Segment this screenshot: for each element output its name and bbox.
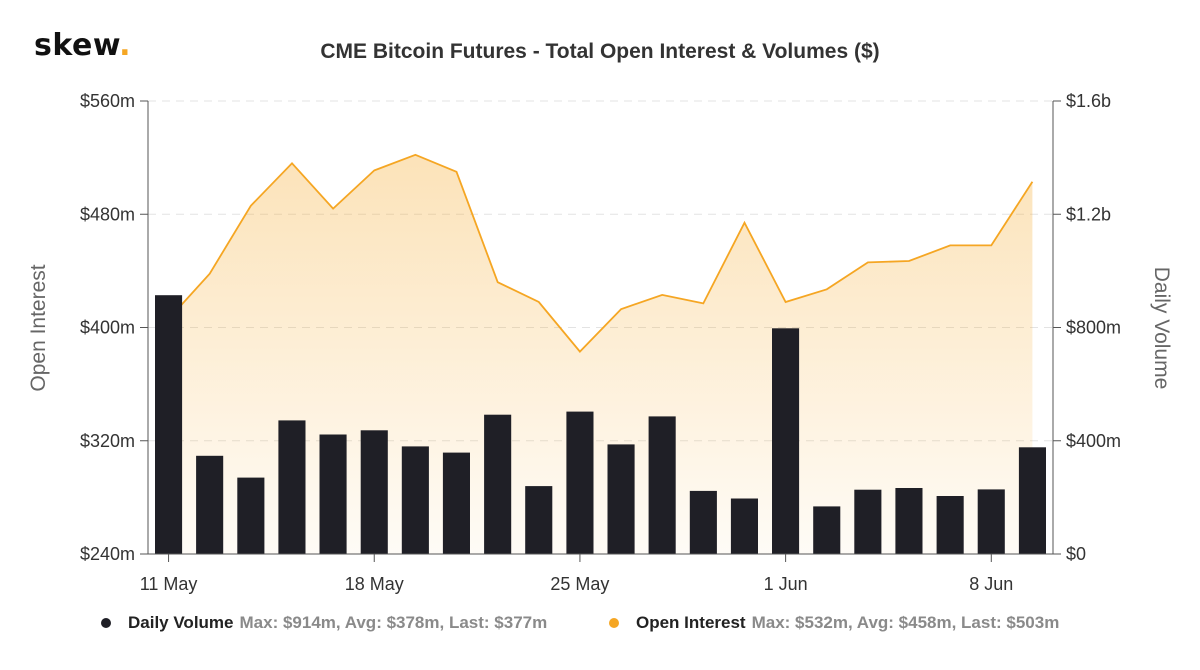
- left-axis-ticks: $240m $320m $400m $480m $560m: [80, 91, 148, 564]
- legend-marker-open-interest: [609, 618, 619, 628]
- logo-text: skew: [34, 28, 120, 63]
- volume-bar[interactable]: [648, 416, 676, 554]
- volume-bar[interactable]: [772, 328, 800, 554]
- skew-logo: skew.: [34, 28, 131, 63]
- legend-stats-open-interest: Max: $532m, Avg: $458m, Last: $503m: [752, 613, 1060, 632]
- left-tick-label: $240m: [80, 544, 135, 564]
- volume-bar[interactable]: [525, 486, 553, 554]
- volume-bar[interactable]: [813, 506, 841, 554]
- volume-bar[interactable]: [566, 411, 594, 554]
- left-tick-label: $560m: [80, 91, 135, 111]
- volume-bar[interactable]: [237, 477, 265, 554]
- legend-stats-daily-volume: Max: $914m, Avg: $378m, Last: $377m: [240, 613, 548, 632]
- volume-bar[interactable]: [730, 498, 758, 555]
- volume-bar[interactable]: [196, 455, 224, 554]
- volume-bar[interactable]: [155, 295, 183, 554]
- open-interest-line: [167, 153, 1034, 353]
- left-tick-label: $480m: [80, 204, 135, 224]
- right-axis-title: Daily Volume: [1150, 267, 1173, 390]
- right-tick-label: $400m: [1066, 431, 1121, 451]
- right-tick-label: $800m: [1066, 318, 1121, 338]
- volume-bar[interactable]: [895, 488, 923, 554]
- logo-dot: .: [119, 28, 132, 63]
- volume-bars: [155, 295, 1046, 554]
- right-axis-ticks: $0 $400m $800m $1.2b $1.6b: [1053, 91, 1121, 564]
- volume-bar[interactable]: [689, 490, 717, 554]
- volume-bar[interactable]: [442, 452, 470, 554]
- x-tick-label: 11 May: [140, 574, 198, 594]
- volume-bar[interactable]: [278, 420, 306, 554]
- volume-bar[interactable]: [854, 489, 882, 554]
- x-tick-label: 8 Jun: [969, 574, 1013, 594]
- legend-label-daily-volume: Daily Volume Max: $914m, Avg: $378m, Last…: [128, 613, 547, 632]
- legend-item-open-interest[interactable]: Open Interest Max: $532m, Avg: $458m, Las…: [609, 613, 1059, 632]
- left-axis-title: Open Interest: [27, 264, 50, 391]
- chart-title: CME Bitcoin Futures - Total Open Interes…: [320, 40, 879, 63]
- legend-label-open-interest: Open Interest Max: $532m, Avg: $458m, Las…: [636, 613, 1059, 632]
- volume-bar[interactable]: [360, 430, 388, 554]
- right-tick-label: $0: [1066, 544, 1086, 564]
- volume-bar[interactable]: [401, 446, 429, 554]
- x-tick-label: 18 May: [345, 574, 404, 594]
- volume-bar[interactable]: [607, 444, 635, 554]
- volume-bar[interactable]: [484, 414, 512, 554]
- legend-marker-daily-volume: [101, 618, 111, 628]
- legend: Daily Volume Max: $914m, Avg: $378m, Last…: [101, 613, 1059, 632]
- right-tick-label: $1.2b: [1066, 204, 1111, 224]
- volume-bar[interactable]: [936, 496, 964, 554]
- legend-name-daily-volume: Daily Volume: [128, 613, 234, 632]
- volume-bar[interactable]: [977, 489, 1005, 554]
- x-tick-label: 1 Jun: [764, 574, 808, 594]
- left-tick-label: $320m: [80, 431, 135, 451]
- left-tick-label: $400m: [80, 318, 135, 338]
- volume-bar[interactable]: [319, 434, 347, 555]
- x-tick-label: 25 May: [550, 574, 609, 594]
- legend-item-daily-volume[interactable]: Daily Volume Max: $914m, Avg: $378m, Last…: [101, 613, 547, 632]
- legend-name-open-interest: Open Interest: [636, 613, 746, 632]
- right-tick-label: $1.6b: [1066, 91, 1111, 111]
- volume-bar[interactable]: [1018, 447, 1046, 554]
- x-axis-ticks: 11 May 18 May 25 May 1 Jun 8 Jun: [140, 554, 1013, 594]
